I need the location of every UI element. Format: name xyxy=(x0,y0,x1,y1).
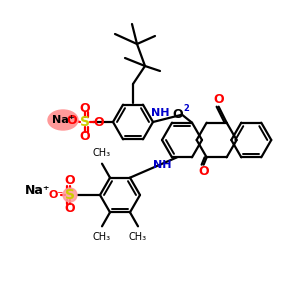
Text: O: O xyxy=(94,116,104,128)
Text: O: O xyxy=(198,165,209,178)
Ellipse shape xyxy=(48,110,78,130)
Text: CH₃: CH₃ xyxy=(129,232,147,242)
Text: CH₃: CH₃ xyxy=(93,148,111,158)
Ellipse shape xyxy=(63,188,77,202)
Text: CH₃: CH₃ xyxy=(93,232,111,242)
Text: 2: 2 xyxy=(183,104,189,113)
Text: Na⁺: Na⁺ xyxy=(25,184,51,196)
Text: O: O xyxy=(80,130,90,142)
Text: O: O xyxy=(173,108,183,121)
Text: O: O xyxy=(80,101,90,115)
Text: O⁻: O⁻ xyxy=(48,190,64,200)
Text: Na⁺: Na⁺ xyxy=(52,115,74,125)
Text: O: O xyxy=(65,202,75,215)
Text: S: S xyxy=(65,188,75,202)
Text: O: O xyxy=(67,113,77,127)
Text: S: S xyxy=(80,115,90,129)
Text: NH: NH xyxy=(152,108,170,118)
Text: O: O xyxy=(65,175,75,188)
Text: NH: NH xyxy=(153,160,171,170)
Text: O: O xyxy=(213,93,224,106)
